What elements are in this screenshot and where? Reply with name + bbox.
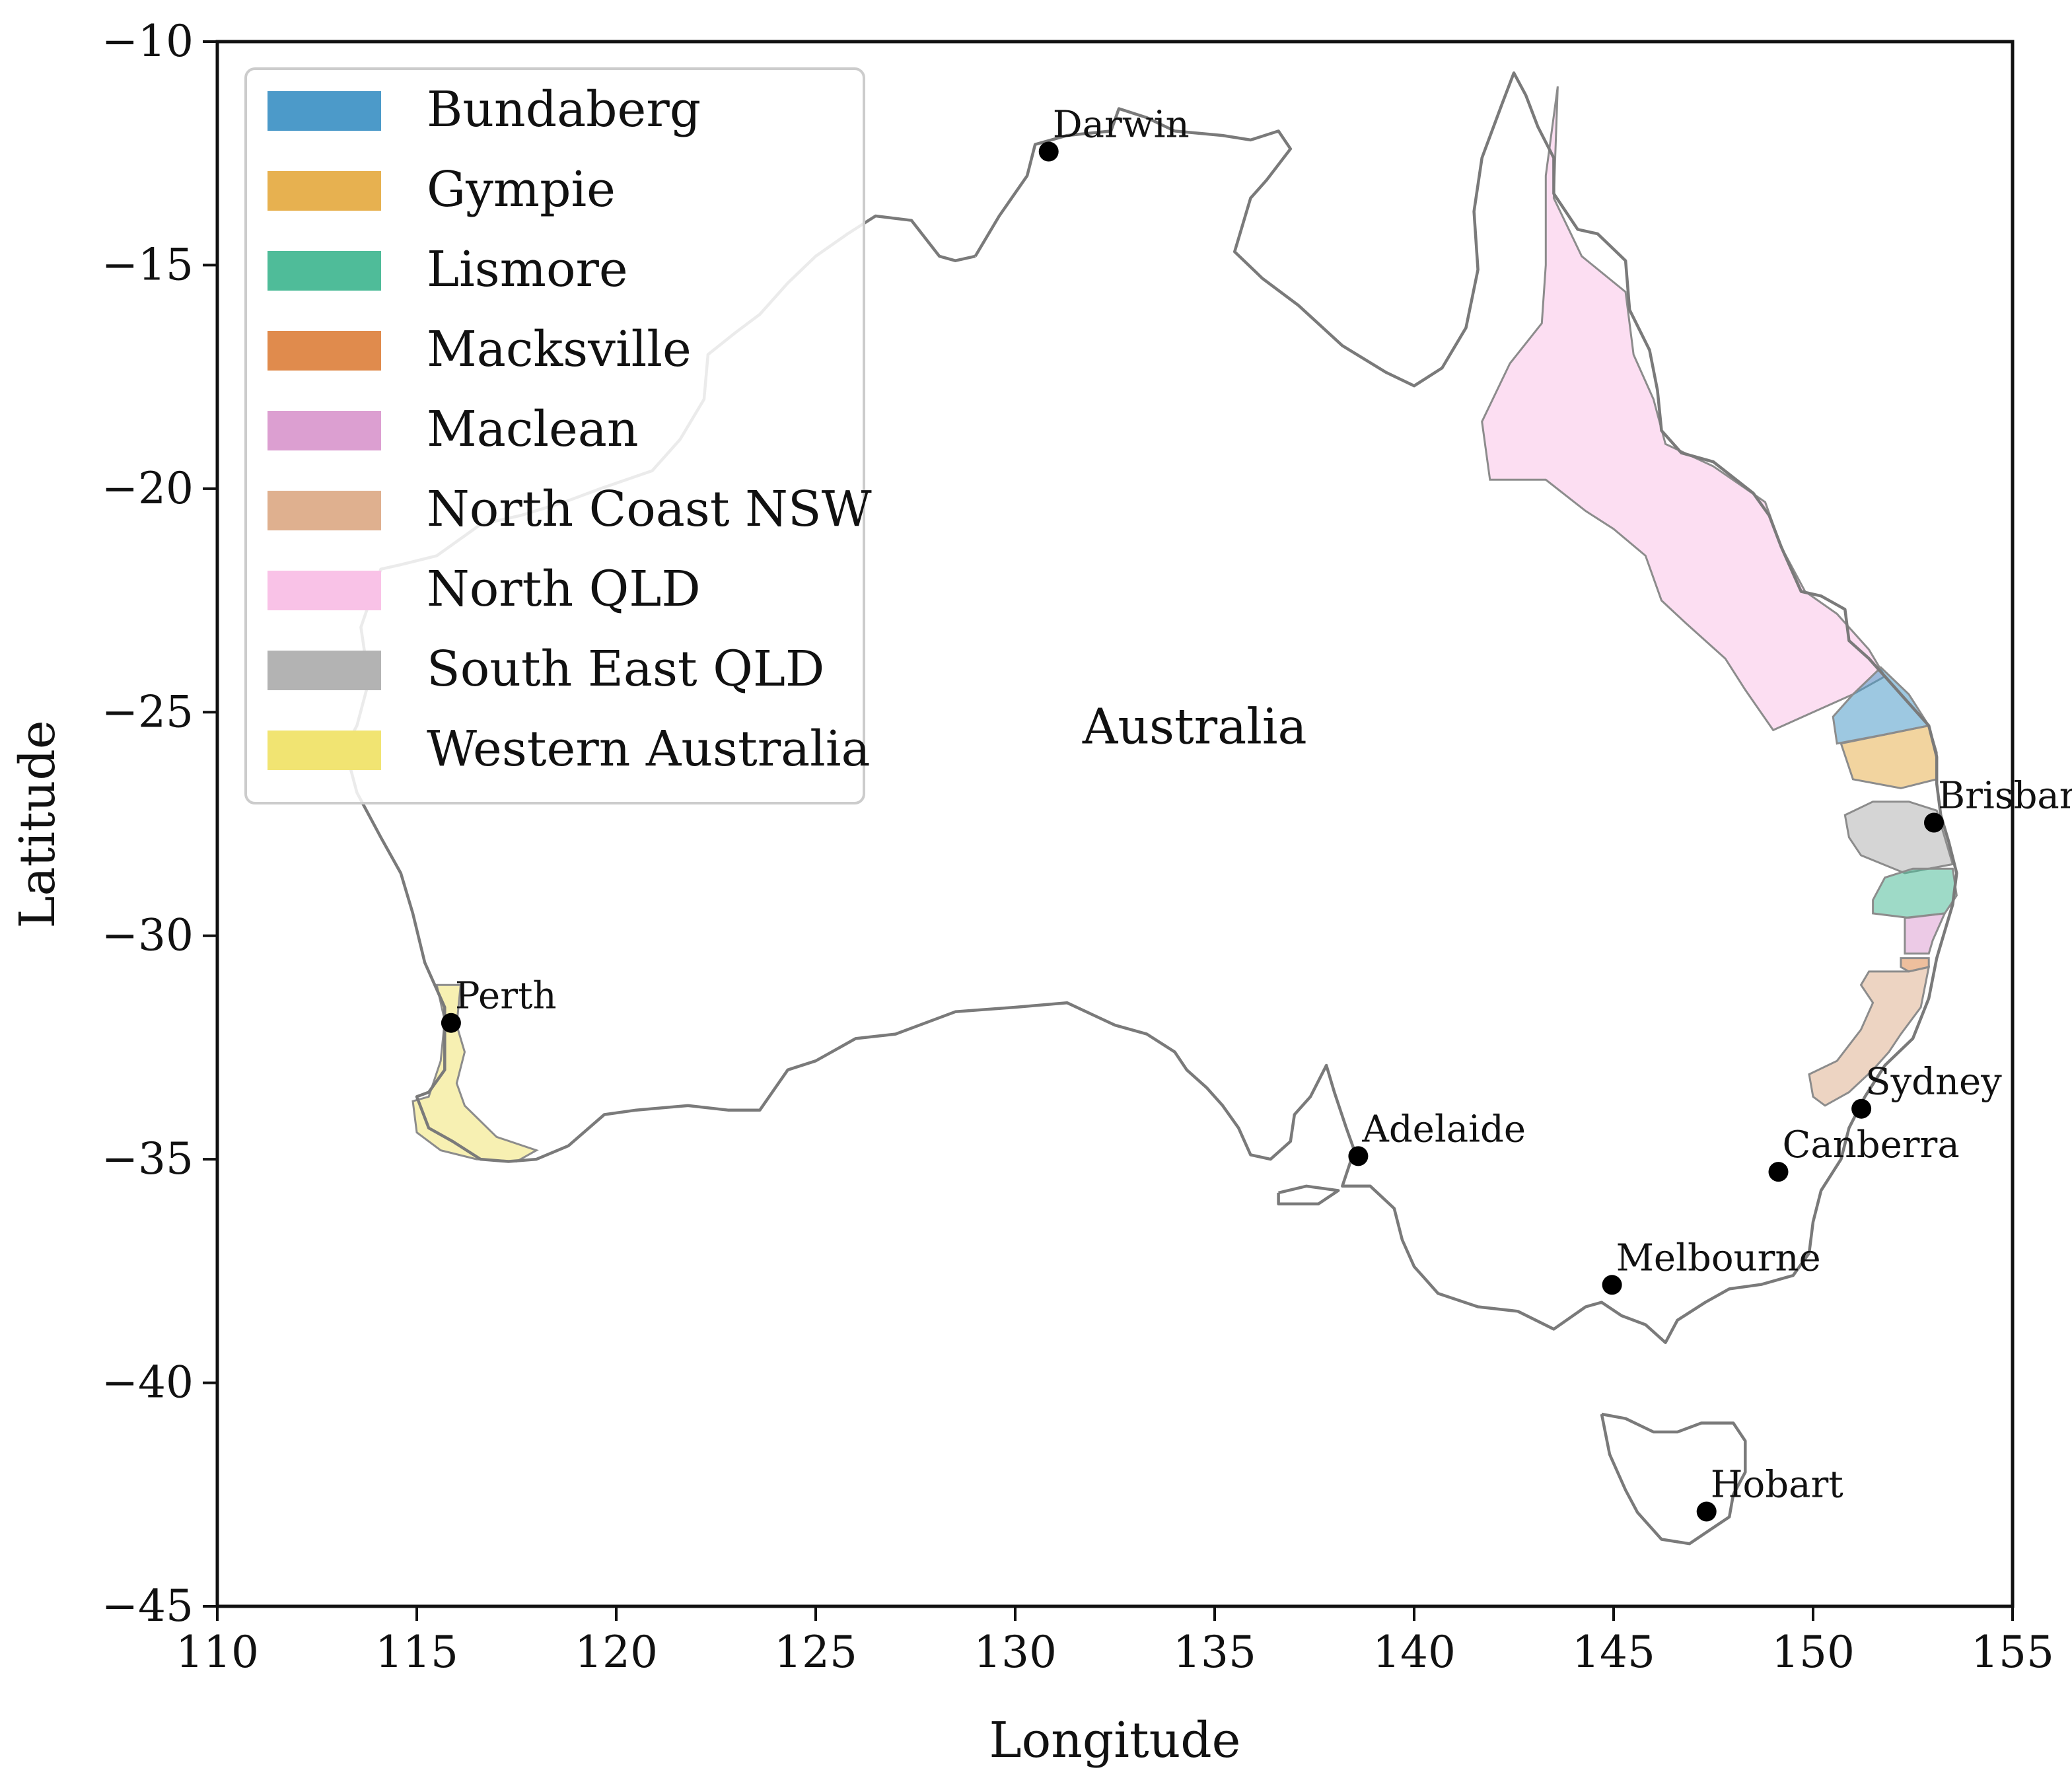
city-label: Perth — [455, 975, 557, 1018]
city-marker — [1851, 1098, 1872, 1119]
y-tick-label: −35 — [102, 1133, 194, 1184]
region-lismore — [1872, 867, 1958, 919]
country-label: Australia — [1082, 699, 1307, 756]
legend-label: Lismore — [427, 241, 628, 298]
city-marker — [441, 1013, 461, 1033]
legend-label: Gympie — [427, 161, 616, 218]
y-tick-label: −40 — [102, 1357, 194, 1408]
legend-swatch — [268, 571, 381, 610]
x-tick-label: 140 — [1373, 1627, 1456, 1678]
coastline-tasmania — [1600, 1412, 1747, 1546]
city-marker — [1696, 1501, 1717, 1522]
region-maclean — [1904, 912, 1947, 955]
city-marker — [1924, 812, 1944, 833]
legend-swatch — [268, 731, 381, 770]
region-north-qld — [1481, 86, 1886, 732]
legend-swatch — [268, 171, 381, 211]
city-label: Brisbane — [1938, 775, 2072, 818]
y-tick-label: −10 — [102, 16, 194, 67]
legend-swatch — [268, 491, 381, 530]
x-tick-label: 110 — [176, 1627, 259, 1678]
coastline-layer — [343, 71, 1958, 1546]
city-label: Darwin — [1053, 104, 1190, 147]
x-tick-label: 145 — [1572, 1627, 1655, 1678]
axis-ticks: 110 115 120 125 130 135 140 145 150 155 −10 −15 −20 −… — [102, 16, 2054, 1678]
x-tick-label: 115 — [375, 1627, 458, 1678]
y-tick-label: −45 — [102, 1581, 194, 1631]
y-tick-label: −30 — [102, 910, 194, 961]
y-tick-label: −15 — [102, 239, 194, 290]
x-axis-title: Longitude — [989, 1712, 1241, 1769]
city-marker — [1602, 1275, 1622, 1295]
legend-label: Maclean — [427, 401, 639, 458]
x-tick-label: 125 — [774, 1627, 857, 1678]
legend-label: North QLD — [427, 561, 701, 618]
legend-swatch — [268, 651, 381, 690]
city-marker — [1348, 1146, 1369, 1166]
legend-label: South East QLD — [427, 641, 824, 697]
x-tick-label: 135 — [1173, 1627, 1256, 1678]
x-tick-label: 130 — [974, 1627, 1057, 1678]
region-layer — [411, 86, 1958, 1163]
city-layer: Darwin Brisbane Perth Sydney Adelaide Canberr… — [441, 104, 2072, 1522]
legend: Bundaberg Gympie Lismore Macksville Maclean N… — [244, 67, 872, 804]
legend-swatch — [268, 331, 381, 371]
legend-label: Western Australia — [427, 721, 871, 777]
city-label: Canberra — [1783, 1124, 1960, 1166]
city-label: Sydney — [1865, 1061, 2002, 1104]
city-label: Hobart — [1711, 1464, 1844, 1507]
city-marker — [1038, 141, 1059, 162]
region-south-east-qld — [1843, 801, 1954, 874]
y-tick-label: −20 — [102, 463, 194, 514]
legend-label: Macksville — [427, 321, 692, 378]
coastline-kangaroo-island — [1277, 1184, 1340, 1206]
legend-label: North Coast NSW — [427, 481, 872, 538]
city-label: Adelaide — [1361, 1108, 1526, 1151]
legend-label: Bundaberg — [427, 81, 701, 138]
y-tick-label: −25 — [102, 686, 194, 737]
coastline-mainland — [343, 71, 1958, 1344]
x-tick-label: 155 — [1971, 1627, 2054, 1678]
legend-swatch — [268, 251, 381, 291]
region-north-coast-nsw — [1808, 966, 1931, 1107]
x-tick-label: 120 — [575, 1627, 658, 1678]
legend-frame — [244, 67, 865, 804]
plot-frame — [215, 40, 2015, 1608]
x-tick-label: 150 — [1771, 1627, 1855, 1678]
legend-swatch — [268, 411, 381, 450]
legend-swatch — [268, 91, 381, 131]
y-axis-title: Latitude — [9, 720, 66, 928]
city-label: Melbourne — [1616, 1236, 1821, 1279]
city-marker — [1768, 1162, 1789, 1182]
